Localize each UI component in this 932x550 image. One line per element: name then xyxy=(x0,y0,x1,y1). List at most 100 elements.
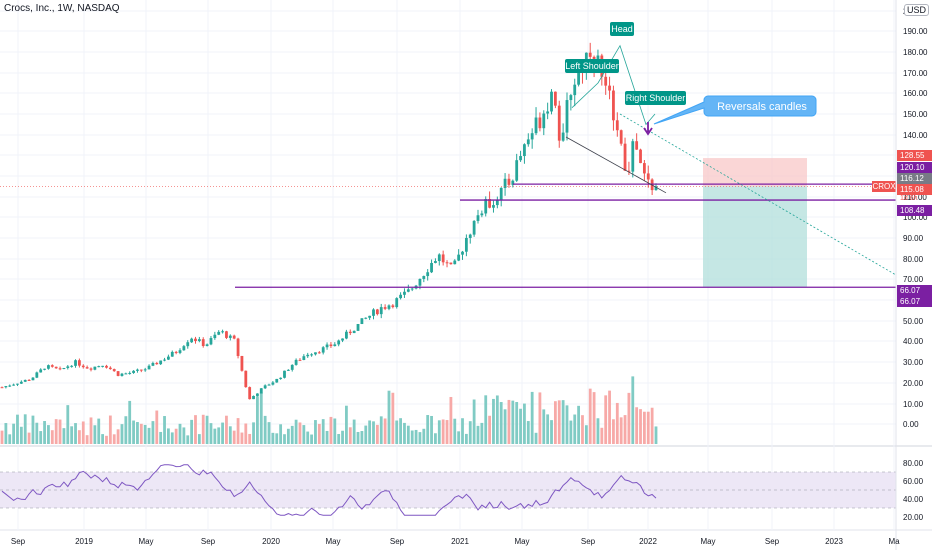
y-tick-label: 160.00 xyxy=(903,89,928,98)
rsi-tick-label: 80.00 xyxy=(903,459,924,468)
candle-body xyxy=(66,366,70,368)
rsi-line xyxy=(1,464,657,516)
volume-bar xyxy=(23,414,27,444)
candle-body xyxy=(54,366,58,369)
candle-body xyxy=(557,105,561,141)
trade-zone xyxy=(703,158,807,288)
candle-body xyxy=(128,372,132,374)
x-tick-label: 2023 xyxy=(825,537,843,546)
head-shoulders-outline xyxy=(571,44,656,126)
volume-bar xyxy=(553,401,557,444)
volume-bar xyxy=(74,423,77,444)
volume-bar xyxy=(47,425,50,444)
y-tick-label: 190.00 xyxy=(903,27,928,36)
volume-bar xyxy=(16,414,19,444)
candle-body xyxy=(167,356,170,360)
candle-body xyxy=(464,237,468,252)
volume-bar xyxy=(341,430,344,444)
grid xyxy=(0,0,932,531)
volume-bar xyxy=(310,434,313,444)
price-label: 66.07 xyxy=(900,286,921,295)
price-label: 108.48 xyxy=(900,206,925,215)
candle-body xyxy=(39,369,43,373)
candle-body xyxy=(244,370,248,388)
candle-body xyxy=(194,338,197,342)
price-label-box xyxy=(897,162,932,173)
volume-bar xyxy=(294,419,298,444)
volume-bar xyxy=(252,422,255,444)
volume-bar xyxy=(58,419,62,444)
volume-bar xyxy=(592,392,596,444)
volume-bar xyxy=(337,433,341,444)
volume-bar xyxy=(557,400,561,444)
volume-bar xyxy=(248,433,252,444)
candle-body xyxy=(325,344,329,348)
y-tick-label: 40.00 xyxy=(903,337,924,346)
time-axis: Sep 2019 May Sep 2020 May Sep 2021 May Sep 2022 May… xyxy=(11,537,900,546)
volume-bar xyxy=(190,419,194,444)
price-label-box xyxy=(897,173,932,184)
currency-badge[interactable]: USD xyxy=(904,4,930,16)
volume-bar xyxy=(569,420,573,444)
volume-bar xyxy=(147,427,151,444)
volume-bar xyxy=(151,421,155,444)
candle-body xyxy=(186,342,190,347)
candle-body xyxy=(279,377,283,379)
y-tick-label: 10.00 xyxy=(903,400,924,409)
candle-body xyxy=(256,393,259,396)
volume-bar xyxy=(70,426,74,444)
volume-bar xyxy=(159,431,163,444)
candle-body xyxy=(209,338,213,345)
volume-bar xyxy=(105,435,108,444)
volume-bar xyxy=(530,391,534,444)
candle-body xyxy=(190,338,194,343)
candle-body xyxy=(132,370,135,373)
volume-bar xyxy=(503,409,507,444)
volume-bar xyxy=(507,399,511,444)
volume-bar xyxy=(143,424,147,444)
candle-body xyxy=(19,381,23,384)
y-tick-label: 0.00 xyxy=(903,420,919,429)
volume-bar xyxy=(364,425,368,444)
candle-body xyxy=(383,307,387,309)
volume-bar xyxy=(511,400,515,444)
volume-bar xyxy=(27,432,31,444)
volume-bar xyxy=(62,428,66,444)
volume-bar xyxy=(453,418,457,444)
candle-body xyxy=(151,363,155,366)
volume-bar xyxy=(302,425,306,444)
volume-bar xyxy=(561,400,565,444)
candle-body xyxy=(108,367,112,370)
candle-body xyxy=(476,215,480,221)
candle-body xyxy=(472,220,476,235)
volume-bar xyxy=(526,421,530,444)
volume-bar xyxy=(225,415,228,444)
volume-bar xyxy=(546,414,550,444)
candle-body xyxy=(286,369,290,371)
volume-bar xyxy=(495,395,499,444)
chart-title: Crocs, Inc., 1W, NASDAQ xyxy=(4,3,120,14)
candle-body xyxy=(368,315,372,318)
x-tick-label: 2022 xyxy=(639,537,657,546)
right-shoulder-label-box xyxy=(625,91,686,105)
candle-body xyxy=(403,291,406,295)
volume-bar xyxy=(290,425,294,444)
volume-bar xyxy=(182,427,186,444)
volume-bar xyxy=(329,416,333,444)
x-tick-label: Sep xyxy=(201,537,216,546)
candle-body xyxy=(348,331,352,334)
volume-bars xyxy=(0,376,658,444)
volume-bar xyxy=(635,407,639,444)
price-label-box xyxy=(897,296,932,307)
right-shoulder-label: Right Shoulder xyxy=(626,93,686,103)
annotation-labels: Head Left Shoulder Right Shoulder Reversals… xyxy=(565,22,896,192)
candle-body xyxy=(654,186,658,191)
volume-bar xyxy=(232,430,236,444)
y-tick-label: 100.00 xyxy=(903,213,928,222)
volume-bar xyxy=(406,425,410,444)
candle-body xyxy=(310,354,313,356)
candle-body xyxy=(317,352,321,354)
volume-bar xyxy=(101,434,105,444)
candle-body xyxy=(124,373,128,375)
